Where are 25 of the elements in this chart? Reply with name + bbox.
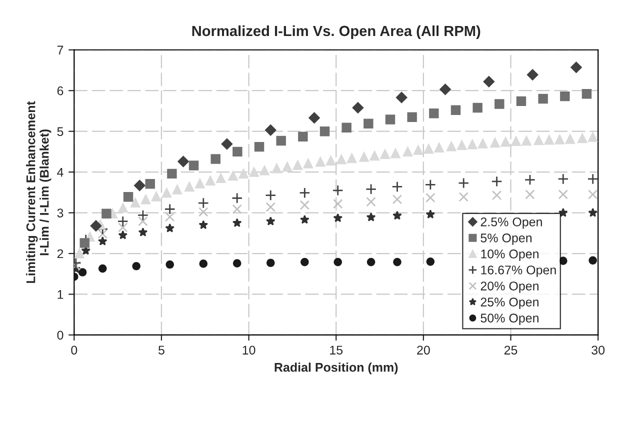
y-axis-title: Limiting Current Enhancement I-Lim / I-Lim (Blanket)	[26, 101, 52, 283]
y-tick-label: 2	[57, 249, 64, 258]
legend-label: 16.67% Open	[481, 266, 556, 277]
x-tick-label: 15	[330, 346, 343, 355]
y-tick-label: 4	[57, 168, 64, 177]
x-tick-label: 25	[504, 346, 518, 355]
legend-label: 2.5% Open	[480, 217, 542, 229]
legend-label: 5% Open	[480, 234, 532, 245]
legend-label: 25% Open	[480, 298, 538, 309]
y-tick-label: 5	[57, 127, 64, 136]
x-axis-title: Radial Position (mm)	[274, 362, 398, 374]
x-tick-label: 5	[158, 346, 164, 355]
x-tick-label: 0	[71, 346, 78, 355]
x-tick-label: 20	[417, 346, 430, 355]
legend-label: 20% Open	[480, 282, 538, 293]
y-tick-label: 3	[57, 208, 64, 218]
legend-label: 50% Open	[480, 314, 538, 325]
y-tick-label: 6	[57, 86, 64, 96]
x-tick-label: 10	[242, 346, 256, 355]
y-tick-label: 7	[57, 46, 64, 54]
y-tick-label: 1	[58, 290, 64, 299]
legend-label: 10% Open	[481, 250, 538, 261]
chart-title: Normalized I-Lim Vs. Open Area (All RPM)	[192, 25, 480, 40]
y-tick-label: 0	[57, 330, 64, 340]
x-tick-label: 30	[592, 346, 605, 355]
